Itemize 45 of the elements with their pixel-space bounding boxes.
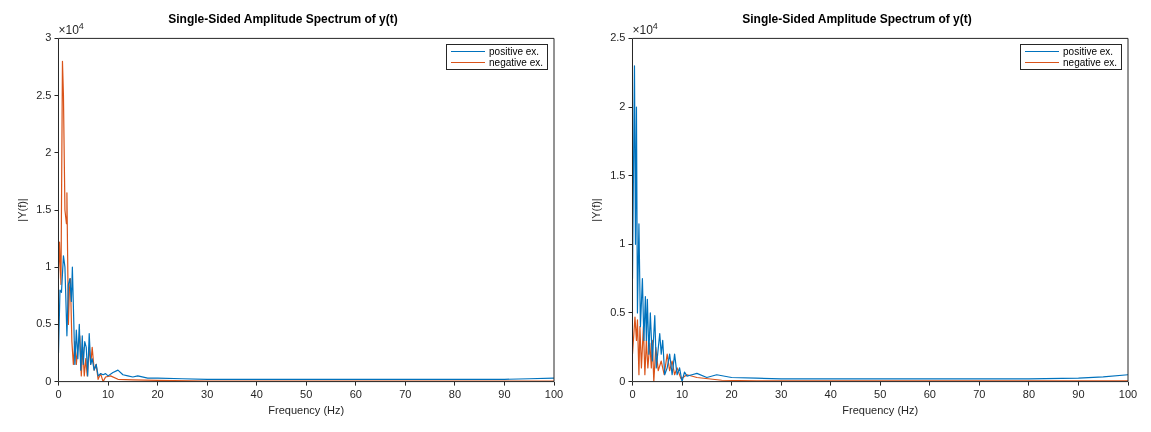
x-tick-label: 0	[55, 388, 62, 401]
x-tick-label: 90	[1072, 388, 1085, 401]
x-tick-label: 30	[201, 388, 214, 401]
x-tick-label: 70	[973, 388, 986, 401]
x-tick-label: 70	[399, 388, 412, 401]
chart-title: Single-Sided Amplitude Spectrum of y(t)	[742, 11, 972, 26]
y-tick-label: 0	[619, 374, 626, 387]
y-tick-label: 0	[45, 374, 52, 387]
x-axis-title: Frequency (Hz)	[268, 404, 345, 417]
y-tick-label: 0.5	[36, 317, 52, 330]
y-tick-label: 2.5	[610, 31, 626, 44]
x-tick-label: 80	[448, 388, 462, 401]
y-tick-label: 0.5	[610, 305, 626, 318]
y-tick-label: 2	[619, 100, 626, 113]
x-tick-label: 50	[300, 388, 313, 401]
y-tick-label: 1	[619, 237, 626, 250]
x-tick-label: 40	[824, 388, 837, 401]
x-tick-label: 90	[498, 388, 511, 401]
x-tick-label: 100	[544, 388, 564, 401]
y-axis-title: |Y(f)|	[15, 198, 28, 222]
y-tick-label: 2.5	[36, 88, 52, 101]
x-tick-label: 60	[923, 388, 936, 401]
y-tick-label: 3	[45, 31, 52, 44]
legend-label: positive ex.	[1063, 46, 1114, 58]
x-tick-label: 20	[151, 388, 164, 401]
y-axis-title: |Y(f)|	[589, 198, 602, 222]
x-tick-label: 60	[349, 388, 362, 401]
x-tick-label: 50	[874, 388, 887, 401]
y-tick-label: 1	[45, 260, 52, 273]
legend-label: negative ex.	[489, 57, 543, 69]
legend-label: positive ex.	[489, 46, 540, 58]
x-tick-label: 30	[775, 388, 788, 401]
x-tick-label: 40	[250, 388, 263, 401]
x-tick-label: 10	[675, 388, 689, 401]
x-tick-label: 10	[101, 388, 115, 401]
legend-label: negative ex.	[1063, 57, 1117, 69]
y-tick-label: 2	[45, 145, 52, 158]
x-axis-title: Frequency (Hz)	[842, 404, 919, 417]
x-tick-label: 100	[1118, 388, 1138, 401]
y-tick-label: 1.5	[36, 203, 52, 216]
x-tick-label: 80	[1022, 388, 1036, 401]
x-tick-label: 20	[725, 388, 738, 401]
x-tick-label: 0	[629, 388, 636, 401]
y-tick-label: 1.5	[610, 168, 626, 181]
chart-title: Single-Sided Amplitude Spectrum of y(t)	[168, 11, 398, 26]
